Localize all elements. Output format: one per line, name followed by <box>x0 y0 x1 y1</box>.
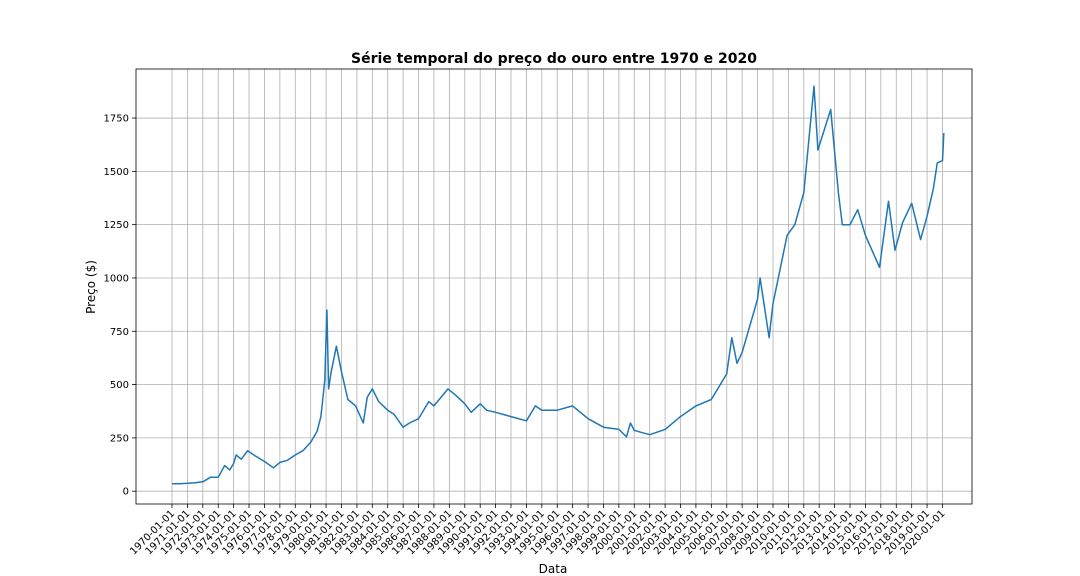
y-tick-label: 250 <box>110 433 129 444</box>
x-axis: 1970-01-011971-01-011972-01-011973-01-01… <box>128 504 948 557</box>
y-tick-label: 1500 <box>104 167 129 178</box>
y-axis: 0 250 500 750 1000 1250 1500 1750 <box>104 114 136 498</box>
y-tick-label: 1750 <box>104 114 129 125</box>
y-tick-label: 1000 <box>104 273 129 284</box>
y-tick-label: 0 <box>123 487 129 498</box>
y-tick-label: 750 <box>110 327 129 338</box>
chart-title: Série temporal do preço do ouro entre 19… <box>351 51 757 67</box>
plot-frame <box>135 68 973 505</box>
gold-price-line <box>172 85 945 485</box>
y-tick-label: 500 <box>110 380 129 391</box>
y-axis-label: Preço ($) <box>84 260 98 314</box>
y-tick-label: 1250 <box>104 220 129 231</box>
x-axis-label: Data <box>539 562 568 576</box>
grid <box>136 69 972 504</box>
